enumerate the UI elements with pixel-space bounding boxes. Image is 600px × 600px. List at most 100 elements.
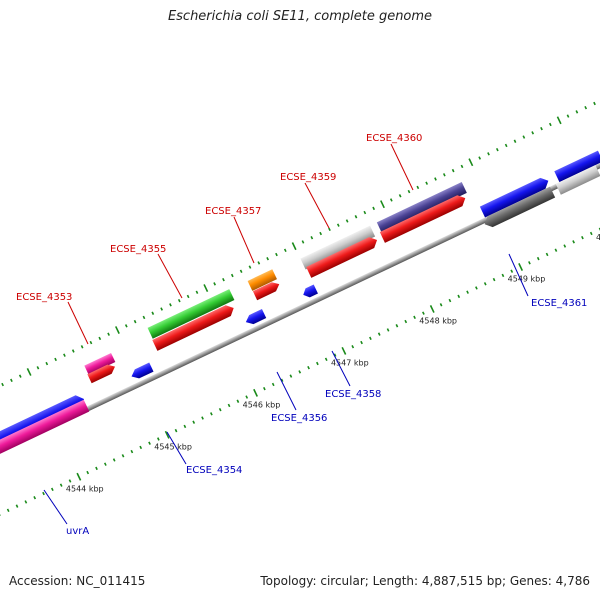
minor-tick bbox=[160, 307, 163, 311]
minor-tick bbox=[545, 252, 549, 257]
minor-tick bbox=[377, 332, 381, 336]
minor-tick bbox=[236, 399, 240, 403]
minor-tick bbox=[15, 504, 19, 508]
minor-tick bbox=[283, 248, 287, 253]
genome-backbone bbox=[0, 143, 600, 457]
gene-ecse-4355-arrow bbox=[147, 289, 235, 339]
minor-tick bbox=[492, 277, 496, 282]
minor-tick bbox=[230, 273, 234, 278]
gene-label-ecse-4356: ECSE_4356 bbox=[271, 413, 327, 424]
minor-tick bbox=[319, 231, 323, 236]
major-tick bbox=[556, 116, 562, 125]
minor-tick bbox=[510, 269, 514, 273]
minor-tick bbox=[336, 223, 340, 227]
minor-tick bbox=[169, 303, 172, 307]
ruler-label: 4549 kbp bbox=[508, 275, 546, 284]
minor-tick bbox=[107, 332, 110, 336]
gene-label-ecse-4357: ECSE_4357 bbox=[205, 206, 261, 217]
minor-tick bbox=[50, 487, 54, 492]
ruler-label: 4545 kbp bbox=[154, 443, 192, 452]
leader-line-ecse-4359 bbox=[304, 182, 330, 229]
minor-tick bbox=[86, 470, 90, 475]
minor-tick bbox=[148, 441, 151, 445]
minor-tick bbox=[271, 382, 275, 387]
gene-label-ecse-4361: ECSE_4361 bbox=[531, 298, 587, 309]
minor-tick bbox=[466, 290, 469, 294]
minor-tick bbox=[142, 315, 146, 320]
gene-ecse-4359-arrow bbox=[300, 225, 376, 270]
leader-line-uvra bbox=[43, 489, 68, 525]
minor-tick bbox=[310, 236, 314, 240]
minor-tick bbox=[398, 194, 402, 198]
minor-tick bbox=[439, 303, 443, 307]
gene-label-ecse-4360: ECSE_4360 bbox=[366, 133, 422, 144]
minor-tick bbox=[275, 252, 278, 257]
gene-label-uvra: uvrA bbox=[66, 526, 89, 537]
minor-tick bbox=[548, 122, 552, 127]
minor-tick bbox=[213, 282, 216, 286]
accession-label: Accession: NC_011415 bbox=[9, 574, 146, 588]
gene-label-ecse-4358: ECSE_4358 bbox=[325, 389, 381, 400]
minor-tick bbox=[407, 189, 411, 194]
minor-tick bbox=[266, 257, 270, 261]
minor-tick bbox=[218, 407, 222, 412]
genome-stats-label: Topology: circular; Length: 4,887,515 bp… bbox=[260, 574, 590, 588]
minor-tick bbox=[451, 168, 455, 173]
major-tick bbox=[468, 158, 474, 167]
minor-tick bbox=[33, 496, 37, 500]
gene-ecse-4361-arrow bbox=[479, 177, 549, 218]
gene-ecse-4362-lower-arrow bbox=[555, 165, 600, 195]
leader-line-ecse-4356 bbox=[276, 371, 297, 411]
minor-tick bbox=[24, 500, 28, 504]
minor-tick bbox=[513, 139, 517, 143]
minor-tick bbox=[404, 319, 408, 324]
leader-line-ecse-4360 bbox=[390, 143, 414, 191]
major-tick bbox=[203, 284, 209, 293]
leader-line-ecse-4357 bbox=[233, 216, 255, 264]
minor-tick bbox=[280, 378, 284, 382]
gene-ecse-4355-lower-arrow bbox=[152, 305, 234, 351]
gene-ecse-4360-arrow bbox=[376, 182, 467, 234]
minor-tick bbox=[425, 181, 429, 185]
minor-tick bbox=[1, 382, 4, 387]
minor-tick bbox=[36, 366, 40, 370]
gene-ecse-4353-arrow bbox=[84, 352, 116, 375]
gene-label-ecse-4355: ECSE_4355 bbox=[110, 244, 166, 255]
minor-tick bbox=[192, 420, 196, 424]
minor-tick bbox=[157, 437, 160, 441]
minor-tick bbox=[328, 227, 331, 232]
minor-tick bbox=[89, 340, 93, 345]
gene-ecse-4354-arrow bbox=[131, 362, 154, 379]
gene-ecse-4353-lower-arrow bbox=[87, 364, 115, 384]
minor-tick bbox=[483, 282, 487, 286]
minor-tick bbox=[183, 424, 187, 429]
minor-tick bbox=[413, 315, 416, 320]
minor-tick bbox=[333, 353, 337, 357]
major-tick bbox=[380, 200, 385, 209]
minor-tick bbox=[59, 483, 63, 487]
gene-ecse-4362-arrow bbox=[554, 150, 600, 183]
minor-tick bbox=[495, 147, 499, 152]
ruler-label: 4550 kbp bbox=[596, 233, 600, 242]
minor-tick bbox=[369, 336, 372, 341]
minor-tick bbox=[531, 131, 535, 135]
minor-tick bbox=[563, 244, 567, 248]
minor-tick bbox=[18, 374, 22, 378]
major-tick bbox=[26, 368, 32, 376]
gene-uvra-arrow bbox=[0, 399, 90, 459]
minor-tick bbox=[227, 403, 231, 408]
minor-tick bbox=[130, 449, 134, 454]
minor-tick bbox=[201, 416, 204, 420]
minor-tick bbox=[501, 273, 505, 278]
minor-tick bbox=[351, 345, 355, 349]
gene-label-ecse-4353: ECSE_4353 bbox=[16, 292, 72, 303]
minor-tick bbox=[324, 357, 328, 361]
ruler-label: 4546 kbp bbox=[243, 401, 281, 410]
minor-tick bbox=[63, 353, 66, 357]
minor-tick bbox=[598, 227, 600, 231]
gene-label-ecse-4354: ECSE_4354 bbox=[186, 465, 242, 476]
major-tick bbox=[115, 326, 120, 334]
minor-tick bbox=[536, 256, 540, 261]
minor-tick bbox=[422, 311, 425, 315]
major-tick bbox=[518, 263, 524, 271]
